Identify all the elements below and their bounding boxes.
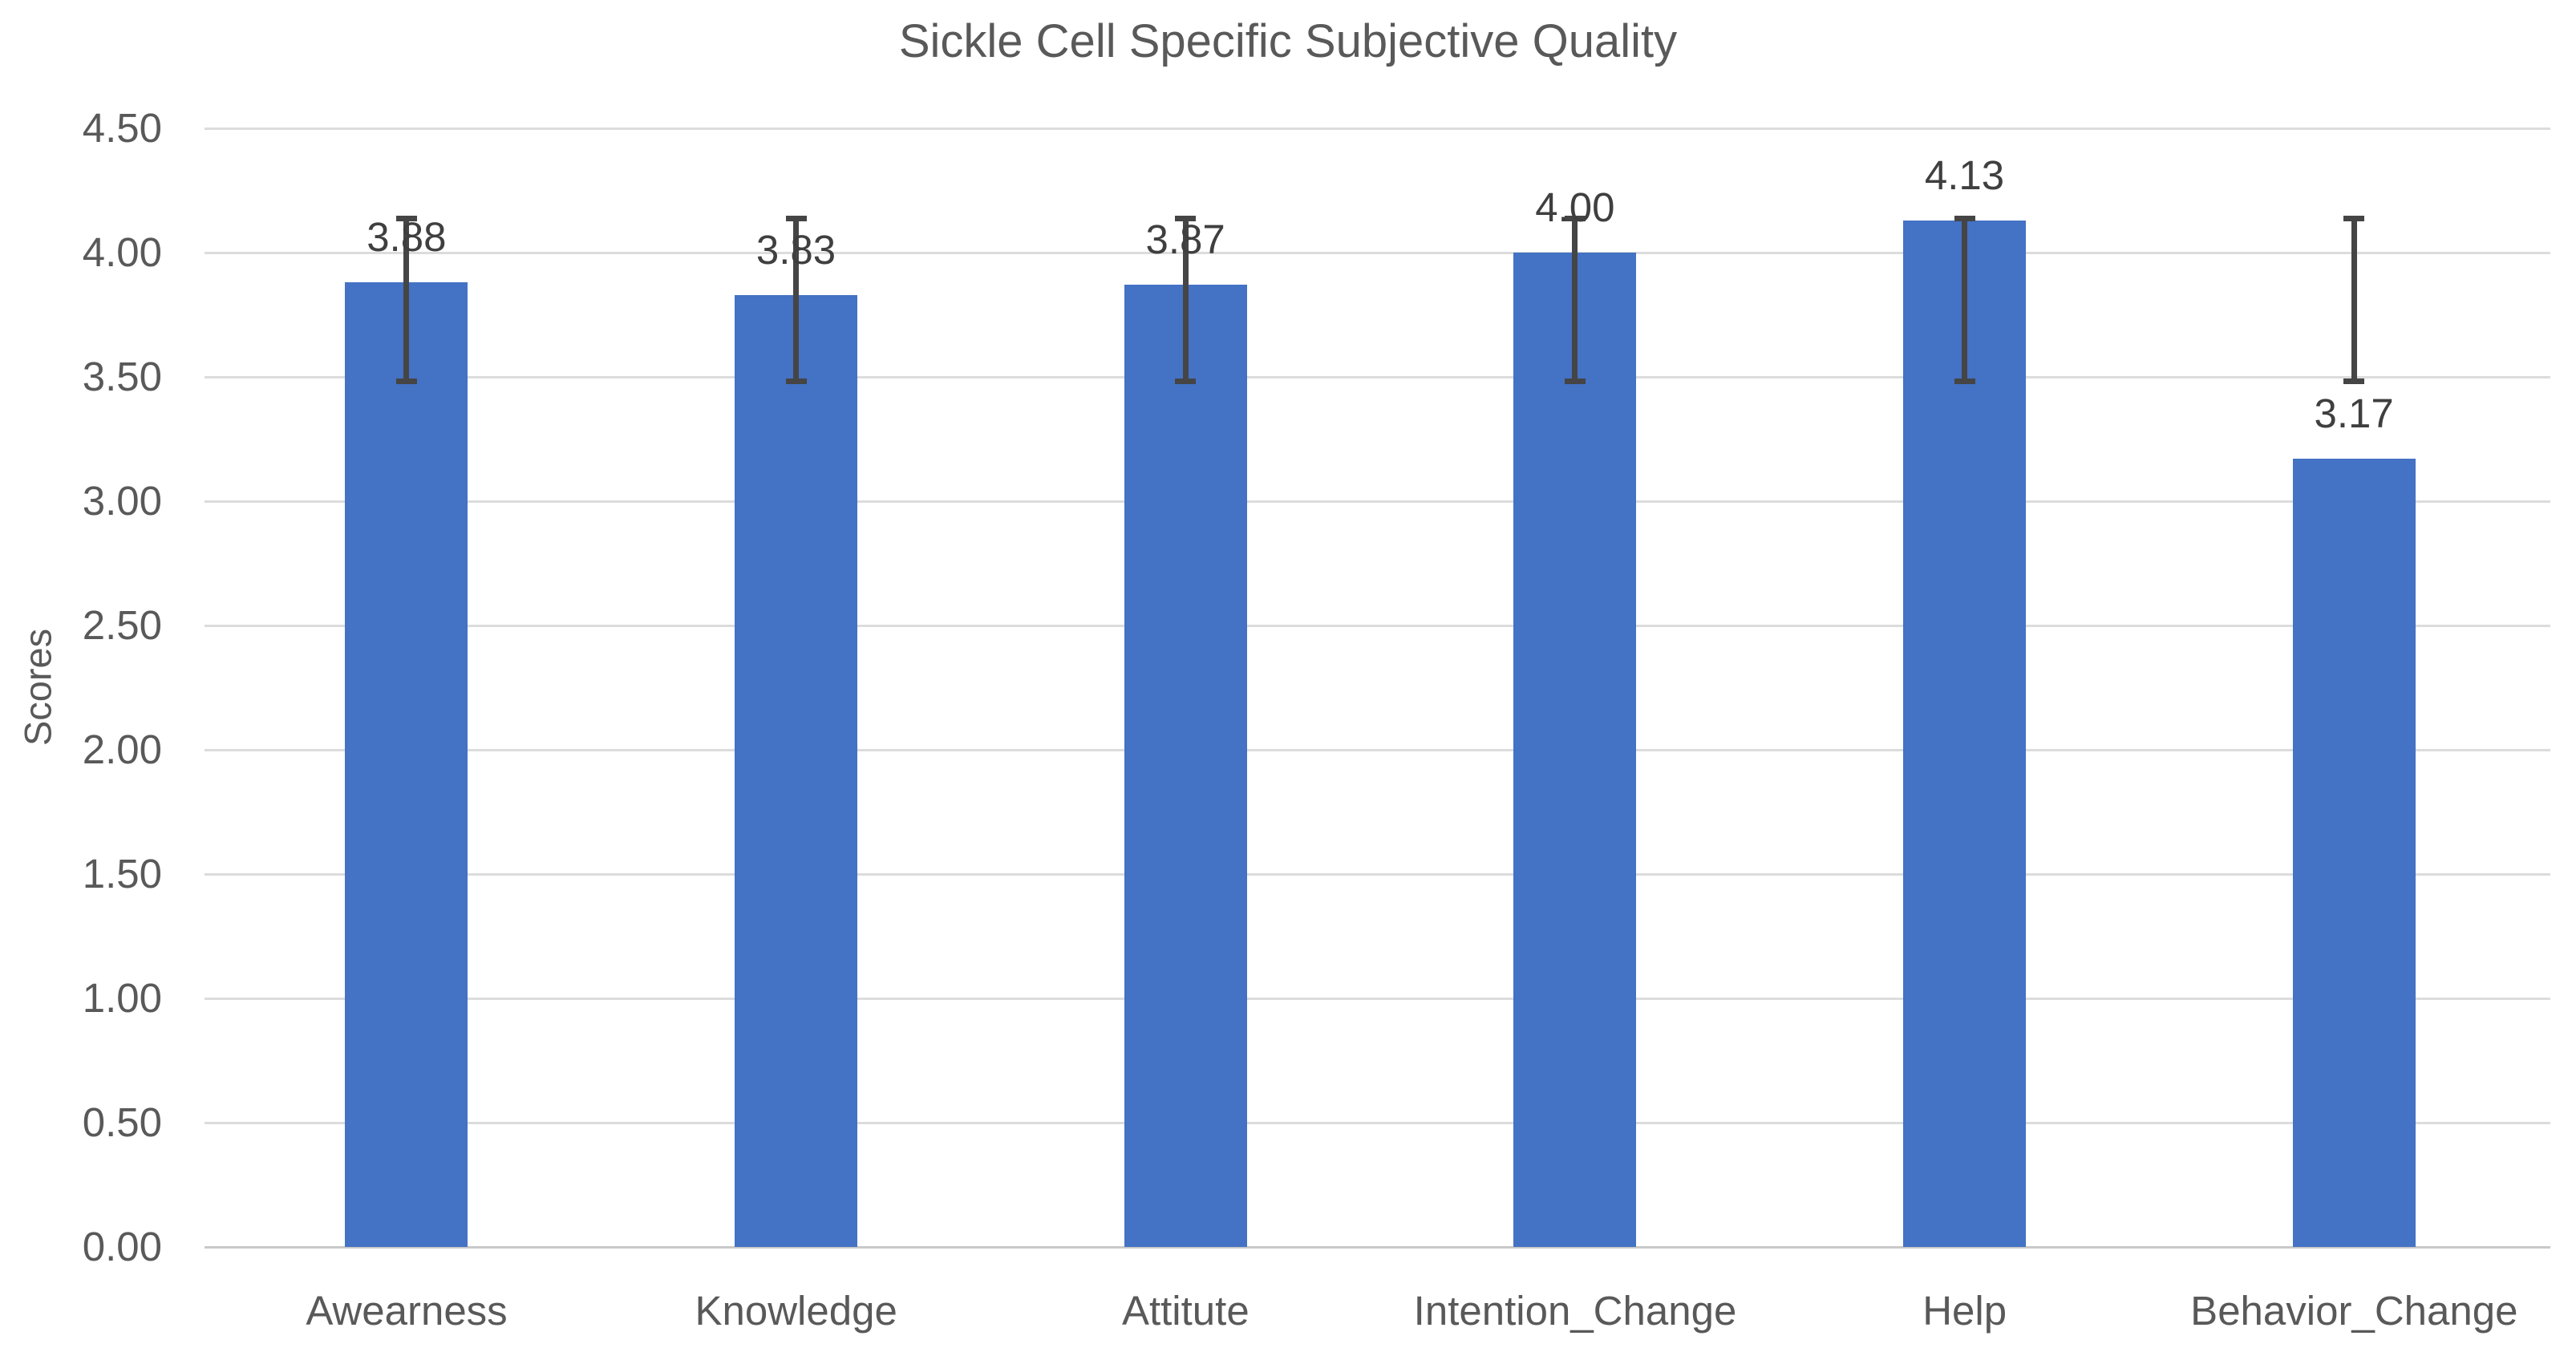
error-bar-bottom-cap: [1564, 378, 1586, 385]
error-bar-bottom-cap: [1175, 378, 1197, 385]
chart-title: Sickle Cell Specific Subjective Quality: [898, 15, 1678, 67]
data-label: 4.13: [1924, 152, 2005, 198]
y-tick-label: 4.50: [82, 105, 162, 151]
y-tick-label: 2.50: [82, 602, 162, 648]
gridline: [205, 1246, 2550, 1249]
category-label: Help: [1922, 1288, 2007, 1334]
category-label: Intention_Change: [1413, 1288, 1737, 1334]
error-bar-top-cap: [1954, 215, 1975, 221]
bar: [345, 282, 468, 1247]
error-bar: [1182, 217, 1189, 383]
error-bar-bottom-cap: [2343, 378, 2365, 385]
y-tick-label: 0.50: [82, 1099, 162, 1145]
y-tick-label: 1.00: [82, 975, 162, 1021]
y-tick-label: 3.00: [82, 478, 162, 524]
gridline: [205, 873, 2550, 876]
error-bar: [2351, 217, 2357, 383]
gridline: [205, 625, 2550, 627]
bar: [1124, 285, 1247, 1247]
gridline: [205, 252, 2550, 254]
data-label: 3.88: [367, 214, 447, 261]
y-tick-label: 0.00: [82, 1224, 162, 1269]
category-label: Behavior_Change: [2190, 1288, 2518, 1334]
error-bar: [793, 217, 799, 383]
category-label: Knowledge: [695, 1288, 897, 1334]
error-bar-top-cap: [2343, 215, 2365, 221]
category-label: Awearness: [306, 1288, 508, 1334]
bar: [1513, 253, 1637, 1247]
error-bar-top-cap: [395, 215, 417, 221]
data-label: 4.00: [1535, 184, 1615, 230]
gridline: [205, 749, 2550, 751]
gridline: [205, 1122, 2550, 1124]
error-bar-bottom-cap: [1954, 378, 1975, 385]
data-label: 3.87: [1145, 217, 1225, 263]
data-label: 3.83: [755, 226, 836, 273]
category-label: Attitute: [1121, 1288, 1250, 1334]
error-bar-bottom-cap: [785, 378, 807, 385]
bar: [1903, 220, 2026, 1247]
bar: [2292, 459, 2416, 1247]
gridline: [205, 998, 2550, 1000]
error-bar-top-cap: [1175, 215, 1197, 221]
gridline: [205, 376, 2550, 378]
bar: [735, 294, 857, 1247]
gridline: [205, 500, 2550, 503]
y-tick-label: 1.50: [82, 851, 162, 897]
error-bar-top-cap: [1564, 215, 1586, 221]
error-bar: [1962, 217, 1967, 383]
error-bar: [1572, 217, 1578, 383]
gridline: [205, 128, 2550, 130]
y-tick-label: 3.50: [82, 354, 162, 399]
y-tick-label: 2.00: [82, 727, 162, 772]
y-tick-label: 4.00: [82, 229, 162, 275]
error-bar-top-cap: [785, 215, 807, 221]
error-bar-bottom-cap: [395, 378, 417, 385]
data-label: 3.17: [2314, 391, 2394, 437]
error-bar: [403, 217, 410, 383]
